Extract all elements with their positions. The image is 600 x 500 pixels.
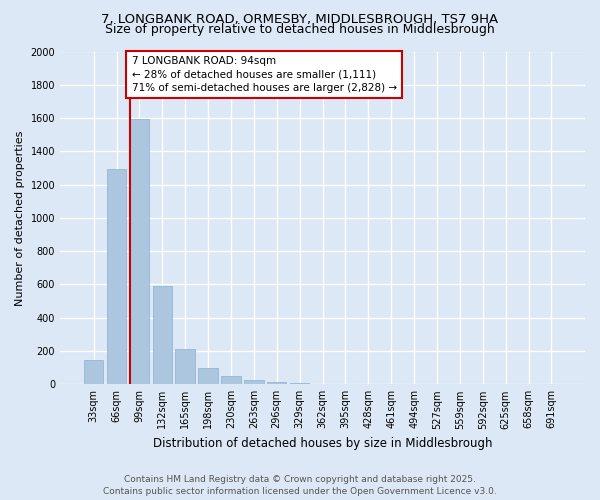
Bar [152,286,172,384]
Text: 7, LONGBANK ROAD, ORMESBY, MIDDLESBROUGH, TS7 9HA: 7, LONGBANK ROAD, ORMESBY, MIDDLESBROUGH… [101,12,499,26]
Bar [199,368,218,384]
Y-axis label: Number of detached properties: Number of detached properties [15,130,25,306]
X-axis label: Distribution of detached houses by size in Middlesbrough: Distribution of detached houses by size … [153,437,492,450]
Text: Size of property relative to detached houses in Middlesbrough: Size of property relative to detached ho… [105,22,495,36]
Bar [175,348,195,384]
Bar [107,169,126,384]
Bar [267,382,286,384]
Bar [84,360,103,384]
Bar [244,380,263,384]
Bar [221,376,241,384]
Bar [290,383,310,384]
Bar [130,119,149,384]
Text: 7 LONGBANK ROAD: 94sqm
← 28% of detached houses are smaller (1,111)
71% of semi-: 7 LONGBANK ROAD: 94sqm ← 28% of detached… [131,56,397,93]
Text: Contains HM Land Registry data © Crown copyright and database right 2025.
Contai: Contains HM Land Registry data © Crown c… [103,474,497,496]
